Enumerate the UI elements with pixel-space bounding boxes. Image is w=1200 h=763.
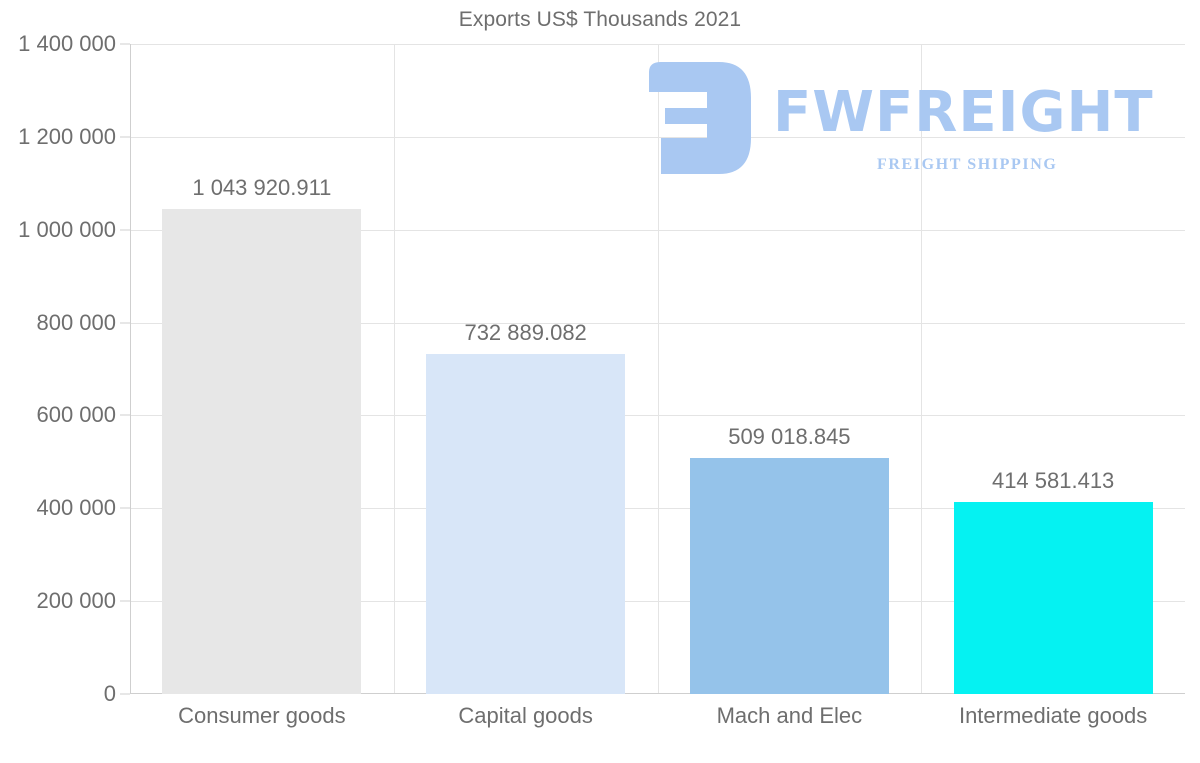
y-axis-tick-label: 200 000 — [36, 588, 116, 614]
gridline — [658, 44, 659, 694]
y-axis-tick-mark — [120, 43, 130, 45]
x-axis-line — [130, 693, 1185, 694]
gridline — [130, 322, 1185, 324]
gridline — [130, 601, 1185, 603]
y-axis-tick-label: 0 — [103, 681, 116, 706]
bar[interactable] — [162, 209, 362, 694]
y-axis-tick-label: 600 000 — [36, 402, 116, 428]
gridline — [921, 44, 922, 694]
y-axis-tick-label: 400 000 — [36, 495, 116, 521]
plot-area — [130, 44, 1185, 694]
x-axis-category-label: Consumer goods — [178, 703, 346, 728]
y-axis-tick-label: 1 200 000 — [18, 123, 116, 149]
bar-value-label: 509 018.845 — [728, 423, 851, 449]
x-axis-category-label: Capital goods — [458, 703, 593, 728]
gridline — [130, 415, 1185, 417]
y-axis-tick-mark — [120, 414, 130, 416]
y-axis-tick-mark — [120, 136, 130, 138]
y-axis-tick-label: 1 400 000 — [18, 31, 116, 56]
bar-value-label: 732 889.082 — [464, 319, 587, 345]
bar[interactable] — [953, 501, 1153, 694]
bar-value-label: 1 043 920.911 — [192, 175, 332, 201]
bar[interactable] — [426, 353, 626, 694]
gridline — [394, 44, 395, 694]
y-axis-tick-mark — [120, 229, 130, 231]
y-axis-line — [130, 44, 131, 694]
x-axis-category-label: Intermediate goods — [958, 703, 1148, 728]
gridline — [130, 44, 1185, 45]
y-axis-tick-mark — [120, 507, 130, 509]
bar[interactable] — [689, 457, 889, 694]
bar-value-label: 414 581.413 — [991, 467, 1115, 493]
y-axis-tick-label: 800 000 — [36, 309, 116, 335]
chart-title: Exports US$ Thousands 2021 — [458, 8, 742, 31]
gridline — [130, 229, 1185, 231]
y-axis-tick-label: 1 000 000 — [18, 216, 116, 242]
y-axis-tick-mark — [120, 693, 130, 695]
y-axis-tick-mark — [120, 322, 130, 324]
x-axis-category-label: Mach and Elec — [716, 703, 863, 728]
y-axis-tick-mark — [120, 600, 130, 602]
gridline — [130, 508, 1185, 510]
